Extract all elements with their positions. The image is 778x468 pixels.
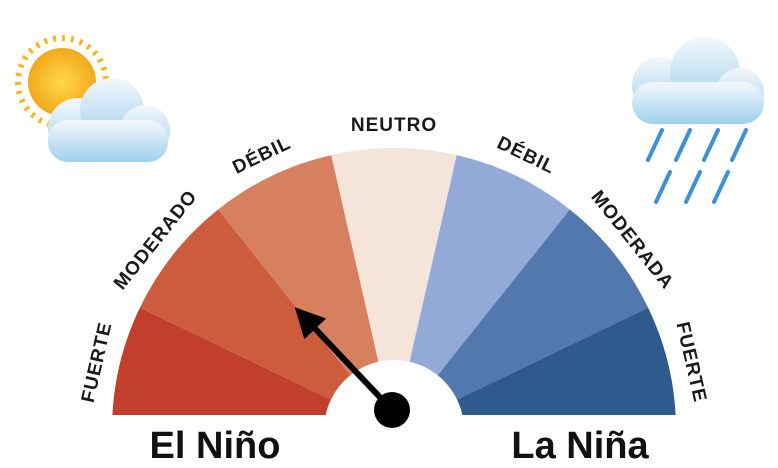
segment-label: FUERTE	[671, 320, 710, 405]
la-nina-label: La Niña	[511, 425, 649, 467]
enso-gauge: FUERTEMODERADODÉBILNEUTRODÉBILMODERADAFU…	[0, 0, 778, 468]
sun-cloud-icon	[18, 38, 170, 162]
rain-cloud-icon	[632, 37, 764, 202]
el-nino-label: El Niño	[150, 425, 281, 467]
needle-hub	[374, 392, 410, 428]
segment-label: FUERTE	[78, 320, 117, 405]
gauge-segments	[112, 148, 676, 430]
segment-label: NEUTRO	[351, 115, 437, 136]
